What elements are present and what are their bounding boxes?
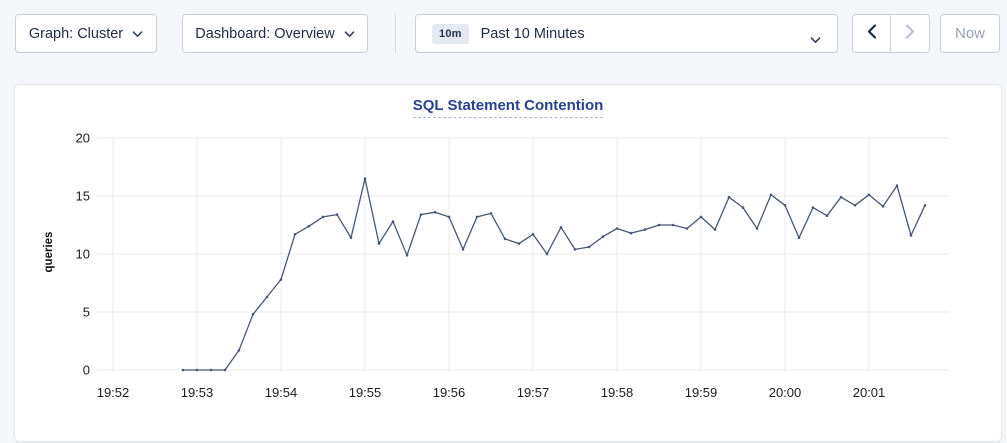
data-point [713, 228, 717, 231]
data-point [881, 205, 885, 208]
data-point [573, 248, 577, 251]
data-point [909, 234, 913, 237]
y-tick-label: 10 [76, 247, 90, 262]
data-point [419, 213, 423, 216]
graph-dropdown[interactable]: Graph: Cluster [15, 14, 157, 53]
data-point [895, 184, 899, 187]
x-tick-label: 19:54 [265, 385, 298, 400]
data-point [671, 223, 675, 227]
data-point [503, 237, 507, 241]
data-point [685, 227, 689, 230]
x-tick-label: 19:53 [181, 385, 214, 400]
data-point [923, 204, 927, 207]
x-tick-label: 19:57 [517, 385, 550, 400]
chevron-down-icon [810, 32, 821, 48]
data-point [699, 215, 703, 219]
x-tick-label: 19:56 [433, 385, 466, 400]
toolbar-divider [395, 14, 396, 53]
data-point [545, 252, 549, 256]
chart-svg[interactable]: 0 5 10 15 20 19:52 19:53 19:54 19:55 19:56 19:57 19… [15, 85, 1003, 443]
data-point [447, 215, 451, 219]
x-tick-label: 19:58 [601, 385, 634, 400]
data-point [825, 214, 829, 217]
time-step-group [852, 14, 930, 53]
x-tick-label: 19:55 [349, 385, 382, 400]
data-point [363, 177, 367, 180]
data-point [335, 213, 339, 216]
chart-panel: SQL Statement Contention queries 0 5 10 15 2… [14, 84, 1002, 442]
data-point [237, 349, 241, 352]
y-tick-label: 20 [76, 131, 90, 146]
data-point [321, 215, 325, 219]
data-point [839, 195, 843, 199]
x-tick-label: 20:00 [769, 385, 802, 400]
y-tick-label: 5 [83, 305, 90, 320]
data-point [601, 235, 605, 238]
y-tick-label: 15 [76, 189, 90, 204]
data-point [293, 233, 297, 236]
data-point [797, 236, 801, 240]
now-button[interactable]: Now [940, 14, 1000, 53]
dashboard-dropdown-label: Dashboard: Overview [195, 25, 335, 42]
data-point [559, 226, 563, 229]
data-point [629, 231, 633, 235]
time-range-badge: 10m [432, 23, 469, 44]
chevron-down-icon [132, 26, 143, 42]
data-point [489, 212, 493, 215]
time-step-forward-button[interactable] [891, 15, 929, 52]
time-range-label: Past 10 Minutes [480, 25, 585, 42]
data-point [475, 215, 479, 219]
data-point [769, 193, 773, 197]
data-point [643, 228, 647, 231]
y-tick-label: 0 [83, 363, 90, 378]
chevron-left-icon [867, 24, 877, 43]
data-point [181, 368, 185, 372]
x-tick-label: 20:01 [853, 385, 886, 400]
x-tick-label: 19:59 [685, 385, 718, 400]
time-step-back-button[interactable] [853, 15, 892, 52]
data-point [741, 206, 745, 209]
data-point [265, 295, 269, 299]
data-point [517, 242, 521, 245]
series-line [183, 177, 926, 371]
data-point [853, 204, 857, 207]
data-point [279, 278, 283, 281]
dashboard-dropdown[interactable]: Dashboard: Overview [182, 14, 368, 53]
toolbar: Graph: Cluster Dashboard: Overview 10m P… [0, 0, 1007, 70]
data-point [391, 220, 395, 223]
data-point [783, 204, 787, 207]
data-point [811, 206, 815, 209]
data-point [587, 245, 591, 249]
data-point [307, 224, 311, 228]
data-point [461, 248, 465, 251]
data-point [615, 227, 619, 230]
data-point [209, 368, 213, 372]
time-range-picker[interactable]: 10m Past 10 Minutes [415, 14, 838, 53]
data-point [433, 210, 437, 214]
data-point [755, 227, 759, 230]
data-point [531, 233, 535, 236]
data-point [867, 193, 871, 197]
data-point [657, 223, 661, 227]
data-point [349, 236, 353, 240]
chart-title-row: SQL Statement Contention [15, 97, 1001, 118]
graph-dropdown-label: Graph: Cluster [28, 25, 124, 42]
chart-title[interactable]: SQL Statement Contention [412, 97, 604, 118]
data-point [377, 242, 381, 245]
data-point [405, 253, 409, 257]
data-point [195, 368, 199, 372]
data-point [727, 195, 731, 199]
x-tick-label: 19:52 [97, 385, 130, 400]
data-point [223, 368, 227, 372]
chevron-right-icon [905, 24, 915, 43]
chevron-down-icon [344, 26, 355, 42]
data-point [251, 313, 255, 316]
